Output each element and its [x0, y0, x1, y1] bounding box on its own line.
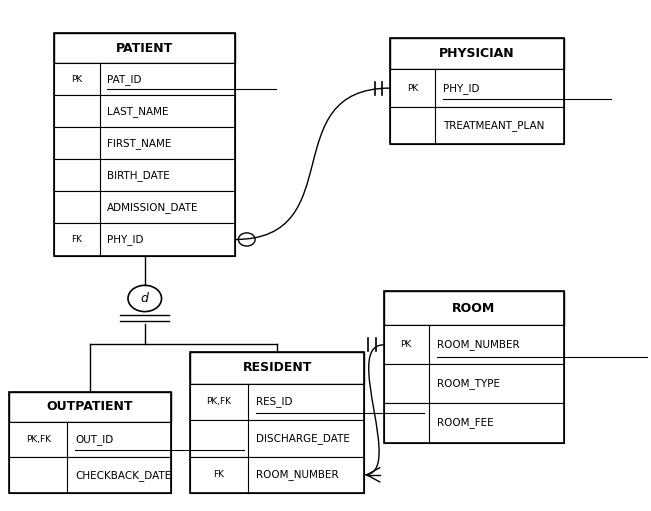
Text: OUT_ID: OUT_ID	[75, 434, 113, 445]
Text: ROOM_TYPE: ROOM_TYPE	[437, 379, 499, 389]
Bar	[55, 159, 235, 192]
Bar	[9, 392, 171, 422]
Text: PHY_ID: PHY_ID	[107, 234, 144, 245]
Text: BIRTH_DATE: BIRTH_DATE	[107, 170, 170, 181]
Text: PK: PK	[407, 84, 418, 92]
Text: ROOM: ROOM	[452, 301, 495, 315]
Bar	[9, 422, 171, 457]
Bar	[55, 127, 235, 159]
Text: RES_ID: RES_ID	[256, 397, 292, 407]
Bar	[55, 33, 235, 63]
Bar	[190, 457, 364, 493]
Bar	[190, 352, 364, 493]
Text: ROOM_NUMBER: ROOM_NUMBER	[437, 339, 519, 351]
Text: PATIENT: PATIENT	[116, 41, 173, 55]
Text: ROOM_NUMBER: ROOM_NUMBER	[256, 470, 339, 480]
Text: d: d	[141, 292, 148, 305]
Bar	[383, 404, 564, 443]
Text: OUTPATIENT: OUTPATIENT	[47, 400, 133, 413]
Bar	[383, 364, 564, 404]
Text: PAT_ID: PAT_ID	[107, 74, 142, 85]
Text: FK: FK	[214, 470, 225, 479]
Text: ADMISSION_DATE: ADMISSION_DATE	[107, 202, 199, 213]
Text: FK: FK	[72, 235, 83, 244]
Bar	[390, 107, 564, 144]
Bar	[383, 291, 564, 326]
Text: PHY_ID: PHY_ID	[443, 83, 480, 94]
Text: RESIDENT: RESIDENT	[242, 361, 312, 374]
Text: CHECKBACK_DATE: CHECKBACK_DATE	[75, 470, 171, 481]
Bar	[9, 392, 171, 493]
Bar	[9, 457, 171, 493]
Text: PK: PK	[72, 75, 83, 84]
Bar	[55, 192, 235, 223]
Bar	[383, 291, 564, 443]
Text: PK: PK	[400, 340, 412, 350]
Text: ROOM_FEE: ROOM_FEE	[437, 417, 493, 428]
Text: PK,FK: PK,FK	[206, 398, 232, 406]
Bar	[383, 326, 564, 364]
Bar	[190, 352, 364, 384]
Bar	[55, 223, 235, 256]
Bar	[55, 33, 235, 256]
Text: FIRST_NAME: FIRST_NAME	[107, 138, 172, 149]
Text: PK,FK: PK,FK	[26, 435, 51, 444]
Text: LAST_NAME: LAST_NAME	[107, 106, 169, 117]
Text: DISCHARGE_DATE: DISCHARGE_DATE	[256, 433, 350, 444]
Bar	[190, 384, 364, 420]
Bar	[190, 420, 364, 457]
Bar	[390, 38, 564, 69]
Bar	[390, 38, 564, 144]
Bar	[55, 63, 235, 95]
Text: PHYSICIAN: PHYSICIAN	[439, 48, 515, 60]
Bar	[390, 69, 564, 107]
Text: TREATMEANT_PLAN: TREATMEANT_PLAN	[443, 120, 544, 131]
Bar	[55, 95, 235, 127]
